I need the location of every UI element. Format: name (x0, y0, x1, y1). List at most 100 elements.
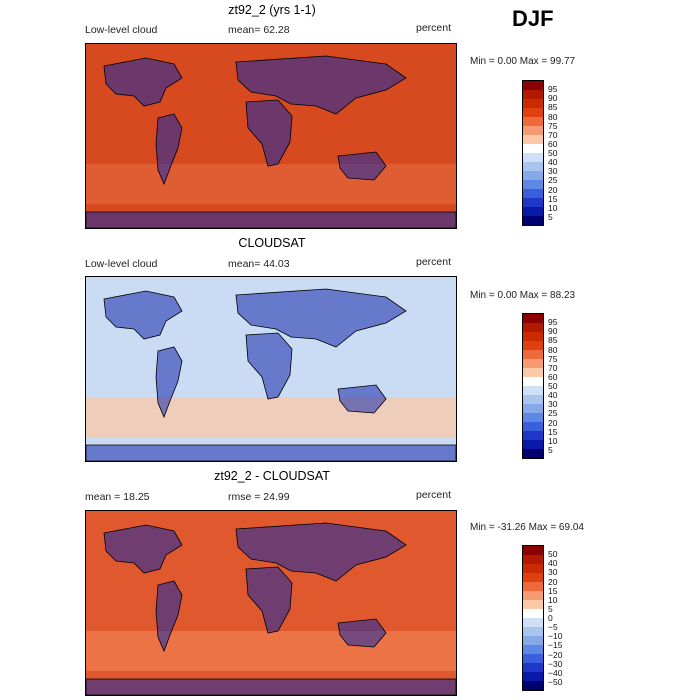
units-label: percent (416, 256, 452, 268)
colorbar-tick-label: 40 (548, 157, 558, 168)
colorbar-tick-label: −30 (548, 658, 563, 669)
colorbar-swatch (523, 108, 543, 117)
colorbar-tick-label: 5 (548, 603, 553, 614)
colorbar-tick-label: 95 (548, 84, 558, 95)
colorbar-tick-label: −50 (548, 676, 563, 687)
colorbar-tick-label: 75 (548, 353, 558, 364)
colorbar-swatch (523, 117, 543, 126)
continent-outline (235, 522, 407, 582)
colorbar-tick-label: 85 (548, 335, 558, 346)
colorbar-swatch (523, 582, 543, 591)
continent-outline (337, 151, 387, 181)
continent-outline (103, 524, 183, 574)
colorbar-swatch (523, 609, 543, 618)
colorbar-tick-label: 60 (548, 138, 558, 149)
colorbar-tick-label: 25 (548, 408, 558, 419)
continent-outline (245, 99, 293, 167)
colorbar-tick-label: 60 (548, 371, 558, 382)
colorbar-tick-label: 50 (548, 549, 558, 560)
continent-outline (245, 332, 293, 400)
continent-outline (103, 57, 183, 107)
colorbar (522, 80, 544, 226)
colorbar-swatch (523, 404, 543, 413)
colorbar-tick-label: −20 (548, 649, 563, 660)
min-max-label: Min = -31.26 Max = 69.04 (470, 522, 584, 533)
colorbar-swatch (523, 636, 543, 645)
colorbar-swatch (523, 359, 543, 368)
colorbar-tick-label: −10 (548, 631, 563, 642)
colorbar-swatch (523, 591, 543, 600)
colorbar-swatch (523, 207, 543, 216)
colorbar-swatch (523, 627, 543, 636)
colorbar-swatch (523, 332, 543, 341)
continent-outline (155, 113, 183, 186)
colorbar-swatch (523, 368, 543, 377)
colorbar-tick-label: 30 (548, 166, 558, 177)
continent-outline (155, 346, 183, 419)
colorbar-swatch (523, 135, 543, 144)
colorbar-tick-label: 30 (548, 399, 558, 410)
colorbar-tick-label: −5 (548, 622, 558, 633)
colorbar-swatch (523, 672, 543, 681)
colorbar-tick-label: 95 (548, 317, 558, 328)
colorbar-swatch (523, 153, 543, 162)
colorbar-swatch (523, 323, 543, 332)
continent-outline (86, 444, 456, 461)
colorbar-swatch (523, 573, 543, 582)
panel-title: zt92_2 - CLOUDSAT (214, 469, 330, 483)
colorbar-swatch (523, 386, 543, 395)
colorbar-swatch (523, 341, 543, 350)
map-band (86, 397, 456, 437)
difference-map (85, 510, 457, 696)
colorbar-swatch (523, 564, 543, 573)
colorbar-tick-label: 10 (548, 202, 558, 213)
colorbar-swatch (523, 180, 543, 189)
colorbar-swatch (523, 350, 543, 359)
colorbar-swatch (523, 645, 543, 654)
min-max-label: Min = 0.00 Max = 88.23 (470, 290, 576, 301)
map-band (86, 631, 456, 671)
continent-outline (337, 618, 387, 648)
colorbar-tick-label: 70 (548, 129, 558, 140)
colorbar-tick-label: −15 (548, 640, 563, 651)
min-max-label: Min = 0.00 Max = 99.77 (470, 56, 576, 67)
colorbar-tick-label: 75 (548, 120, 558, 131)
mean-label: mean= 62.28 (228, 24, 290, 36)
colorbar-swatch (523, 600, 543, 609)
colorbar-tick-label: 70 (548, 362, 558, 373)
units-label: percent (416, 22, 452, 34)
colorbar-tick-label: 85 (548, 102, 558, 113)
colorbar-swatch (523, 440, 543, 449)
cloud-map (85, 43, 457, 229)
colorbar-swatch (523, 618, 543, 627)
season-label: DJF (512, 6, 554, 31)
colorbar-tick-label: 5 (548, 444, 553, 455)
colorbar-tick-label: −40 (548, 667, 563, 678)
colorbar-tick-label: 40 (548, 390, 558, 401)
mean-label: mean = 18.25 (85, 491, 150, 503)
cloud-map (85, 276, 457, 462)
colorbar-tick-label: 10 (548, 435, 558, 446)
colorbar-swatch (523, 144, 543, 153)
colorbar-tick-label: 50 (548, 381, 558, 391)
continent-outline (337, 384, 387, 414)
colorbar-swatch (523, 431, 543, 440)
colorbar-tick-label: 90 (548, 326, 558, 337)
colorbar-tick-label: 15 (548, 426, 558, 437)
colorbar-swatch (523, 314, 543, 323)
colorbar-tick-label: 40 (548, 558, 558, 569)
colorbar-swatch (523, 126, 543, 135)
colorbar-tick-label: 0 (548, 613, 553, 623)
colorbar-tick-label: 15 (548, 193, 558, 204)
colorbar-swatch (523, 654, 543, 663)
variable-label: Low-level cloud (85, 258, 158, 270)
colorbar-swatch (523, 198, 543, 207)
colorbar-swatch (523, 555, 543, 564)
colorbar-swatch (523, 162, 543, 171)
continent-outline (245, 566, 293, 634)
colorbar-swatch (523, 413, 543, 422)
colorbar-tick-label: 25 (548, 175, 558, 186)
panel-title: CLOUDSAT (238, 236, 306, 250)
colorbar-swatch (523, 81, 543, 90)
map-band (86, 164, 456, 204)
